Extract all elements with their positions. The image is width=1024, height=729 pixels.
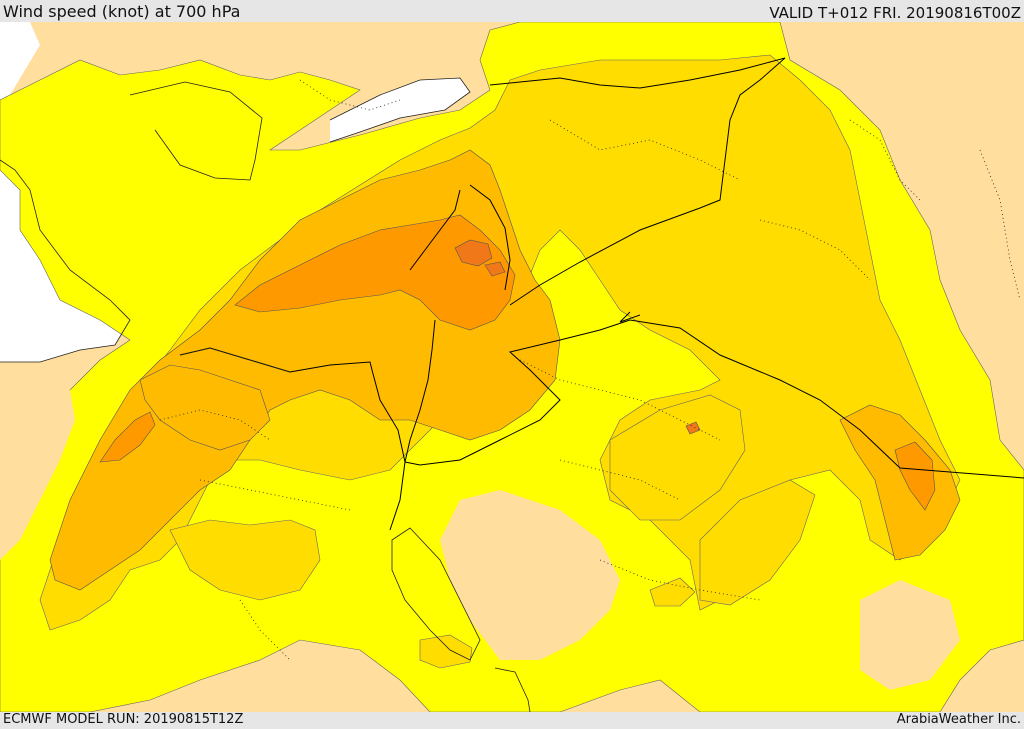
coastlines <box>0 77 531 712</box>
credit: ArabiaWeather Inc. <box>896 712 1021 727</box>
internal-boundaries <box>159 79 1021 661</box>
wind-band-orange <box>234 214 516 331</box>
gold-blob-1 <box>609 394 746 521</box>
wind-band-gold <box>39 54 961 631</box>
caspian-water <box>330 78 470 142</box>
calm-pocket-6 <box>945 195 1005 245</box>
calm-pocket-2 <box>0 372 75 560</box>
gold-blob-3 <box>169 519 321 601</box>
orange-east <box>894 441 936 511</box>
orange-west <box>99 411 156 463</box>
country-borders <box>179 57 1024 531</box>
wind-core-2 <box>484 261 506 277</box>
aegean-water <box>0 22 40 100</box>
calm-pocket-4 <box>860 580 960 690</box>
gold-blob-5 <box>649 577 696 607</box>
header-bar: Wind speed (knot) at 700 hPa VALID T+012… <box>0 0 1024 22</box>
footer-bar: ECMWF MODEL RUN: 20190815T12Z ArabiaWeat… <box>0 712 1024 729</box>
wind-core <box>454 239 493 267</box>
map-title: Wind speed (knot) at 700 hPa <box>3 2 241 21</box>
gold-blob-2 <box>699 479 816 606</box>
wind-core-3 <box>685 421 701 435</box>
gold-blob-4 <box>419 634 473 669</box>
orange-gold-east <box>839 404 961 561</box>
valid-time: VALID T+012 FRI. 20190816T00Z <box>769 4 1021 22</box>
orange-west-2 <box>139 364 271 451</box>
wind-speed-map <box>0 22 1024 712</box>
calm-pocket-1 <box>440 490 620 660</box>
model-run: ECMWF MODEL RUN: 20190815T12Z <box>3 712 244 727</box>
